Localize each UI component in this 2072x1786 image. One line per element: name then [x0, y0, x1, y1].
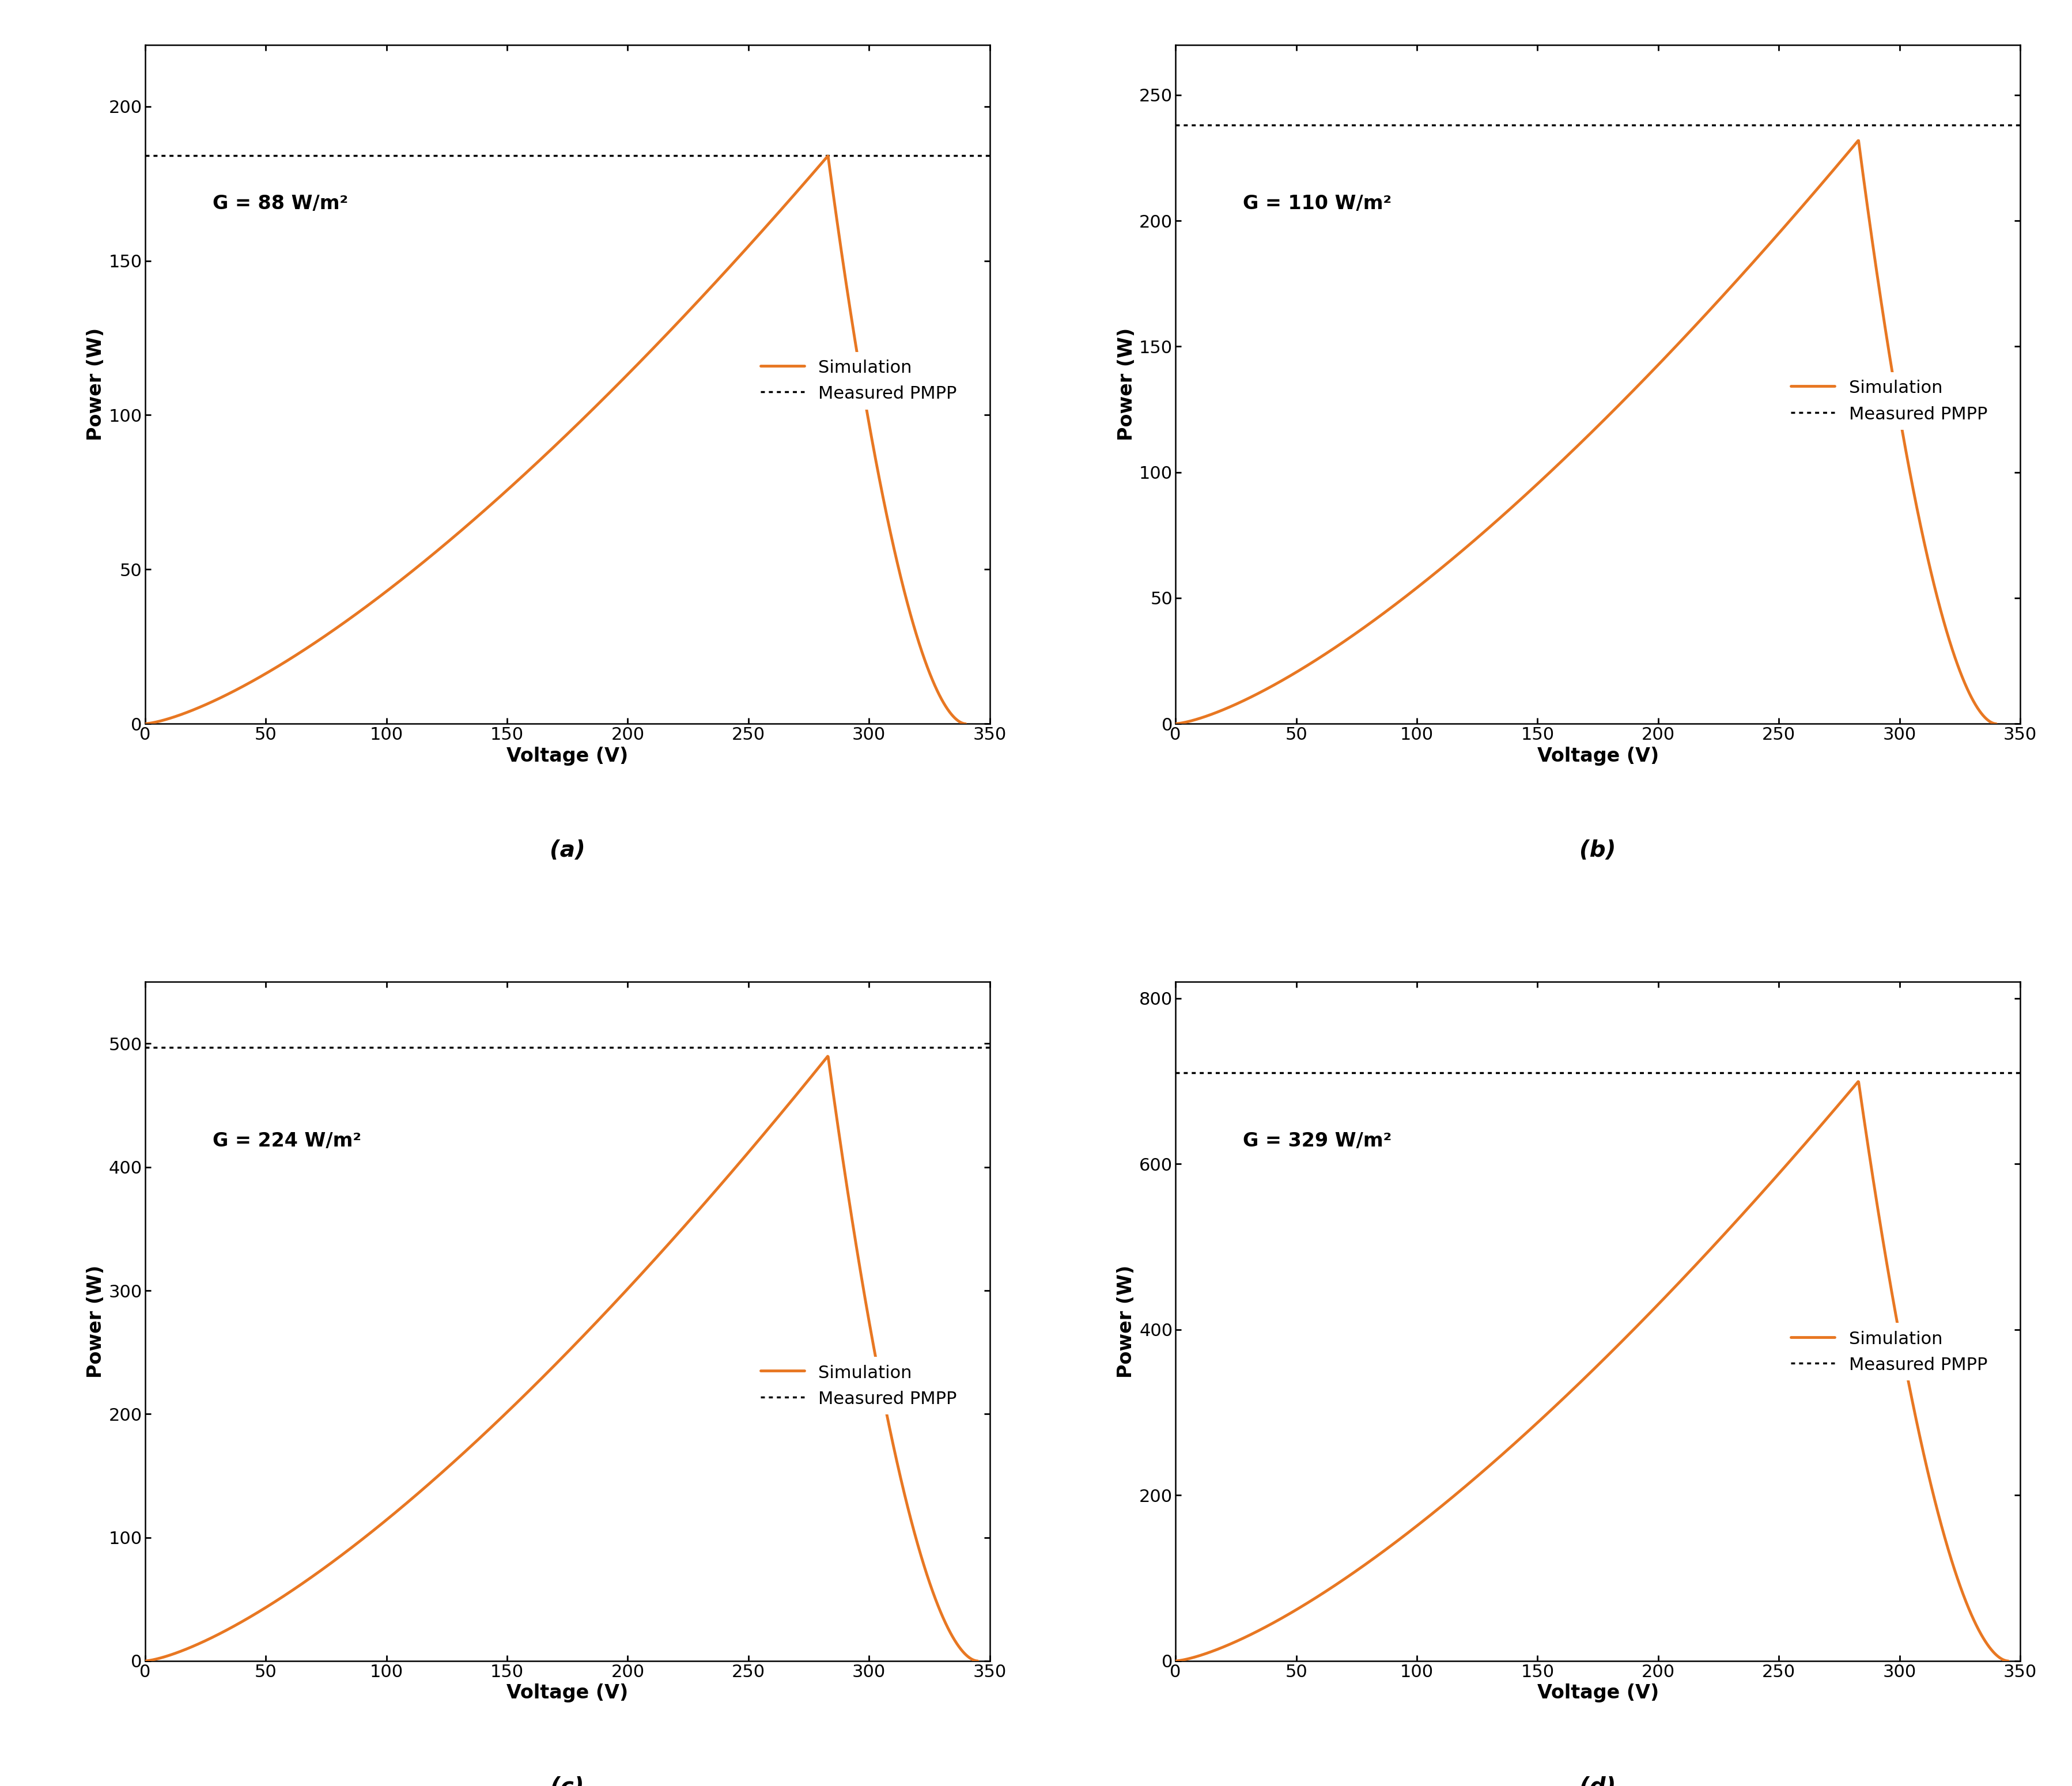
Text: (a): (a) — [549, 839, 584, 861]
Simulation — [1973, 1629, 1997, 1650]
Simulation — [516, 1381, 541, 1402]
Simulation — [953, 713, 978, 734]
Simulation — [133, 713, 157, 734]
Simulation — [930, 689, 955, 711]
Simulation — [1539, 459, 1564, 480]
Simulation — [533, 445, 557, 466]
Legend: Simulation, Measured PMPP: Simulation, Measured PMPP — [1784, 1323, 1995, 1381]
Text: G = 110 W/m²: G = 110 W/m² — [1243, 195, 1392, 213]
X-axis label: Voltage (V): Voltage (V) — [1537, 747, 1660, 766]
Simulation — [133, 1650, 157, 1672]
Legend: Simulation, Measured PMPP: Simulation, Measured PMPP — [754, 1357, 963, 1415]
Simulation — [1846, 130, 1871, 152]
Simulation — [1983, 713, 2008, 734]
Simulation — [1973, 1629, 1997, 1650]
Simulation — [1162, 1650, 1187, 1672]
Line: Simulation: Simulation — [1175, 1082, 2008, 1661]
Simulation — [1960, 688, 1985, 709]
Simulation — [1846, 1072, 1871, 1093]
Measured PMPP — [135, 145, 160, 166]
Simulation — [816, 145, 841, 166]
Measured PMPP — [133, 145, 157, 166]
Simulation — [1206, 702, 1231, 723]
Measured PMPP — [1167, 114, 1191, 136]
Text: G = 224 W/m²: G = 224 W/m² — [213, 1131, 361, 1150]
X-axis label: Voltage (V): Voltage (V) — [506, 1684, 628, 1702]
Legend: Simulation, Measured PMPP: Simulation, Measured PMPP — [754, 352, 963, 409]
Simulation — [1960, 689, 1985, 711]
Simulation — [1809, 173, 1834, 195]
Simulation — [537, 1359, 562, 1381]
Text: (b): (b) — [1579, 839, 1616, 861]
Y-axis label: Power (W): Power (W) — [87, 1264, 106, 1379]
Y-axis label: Power (W): Power (W) — [1117, 1264, 1135, 1379]
Measured PMPP — [1162, 1063, 1187, 1084]
Simulation — [941, 1629, 966, 1650]
Text: (d): (d) — [1579, 1777, 1616, 1786]
Simulation — [1206, 1638, 1231, 1659]
Measured PMPP — [1162, 114, 1187, 136]
Simulation — [1162, 713, 1187, 734]
Line: Simulation: Simulation — [145, 1056, 978, 1661]
Y-axis label: Power (W): Power (W) — [87, 327, 106, 441]
Simulation — [1562, 438, 1587, 459]
Simulation — [966, 1650, 990, 1672]
Simulation — [1819, 1102, 1844, 1123]
X-axis label: Voltage (V): Voltage (V) — [1537, 1684, 1660, 1702]
Simulation — [930, 689, 955, 711]
Text: (c): (c) — [551, 1777, 584, 1786]
Measured PMPP — [133, 1036, 157, 1057]
Simulation — [787, 1079, 812, 1100]
Line: Simulation: Simulation — [145, 155, 966, 723]
Simulation — [510, 466, 535, 488]
Simulation — [176, 1638, 201, 1659]
Measured PMPP — [135, 1036, 160, 1057]
Y-axis label: Power (W): Power (W) — [1117, 327, 1135, 441]
Simulation — [1995, 1650, 2020, 1672]
Text: G = 88 W/m²: G = 88 W/m² — [213, 195, 348, 213]
Simulation — [941, 1627, 966, 1648]
Simulation — [814, 1045, 839, 1066]
Measured PMPP — [1167, 1063, 1191, 1084]
Simulation — [1546, 1393, 1571, 1415]
Line: Simulation: Simulation — [1175, 141, 1995, 723]
Text: G = 329 W/m²: G = 329 W/m² — [1243, 1131, 1392, 1150]
Simulation — [1569, 1372, 1593, 1393]
Simulation — [779, 188, 804, 209]
Simulation — [174, 702, 199, 723]
Legend: Simulation, Measured PMPP: Simulation, Measured PMPP — [1784, 371, 1995, 430]
X-axis label: Voltage (V): Voltage (V) — [506, 747, 628, 766]
